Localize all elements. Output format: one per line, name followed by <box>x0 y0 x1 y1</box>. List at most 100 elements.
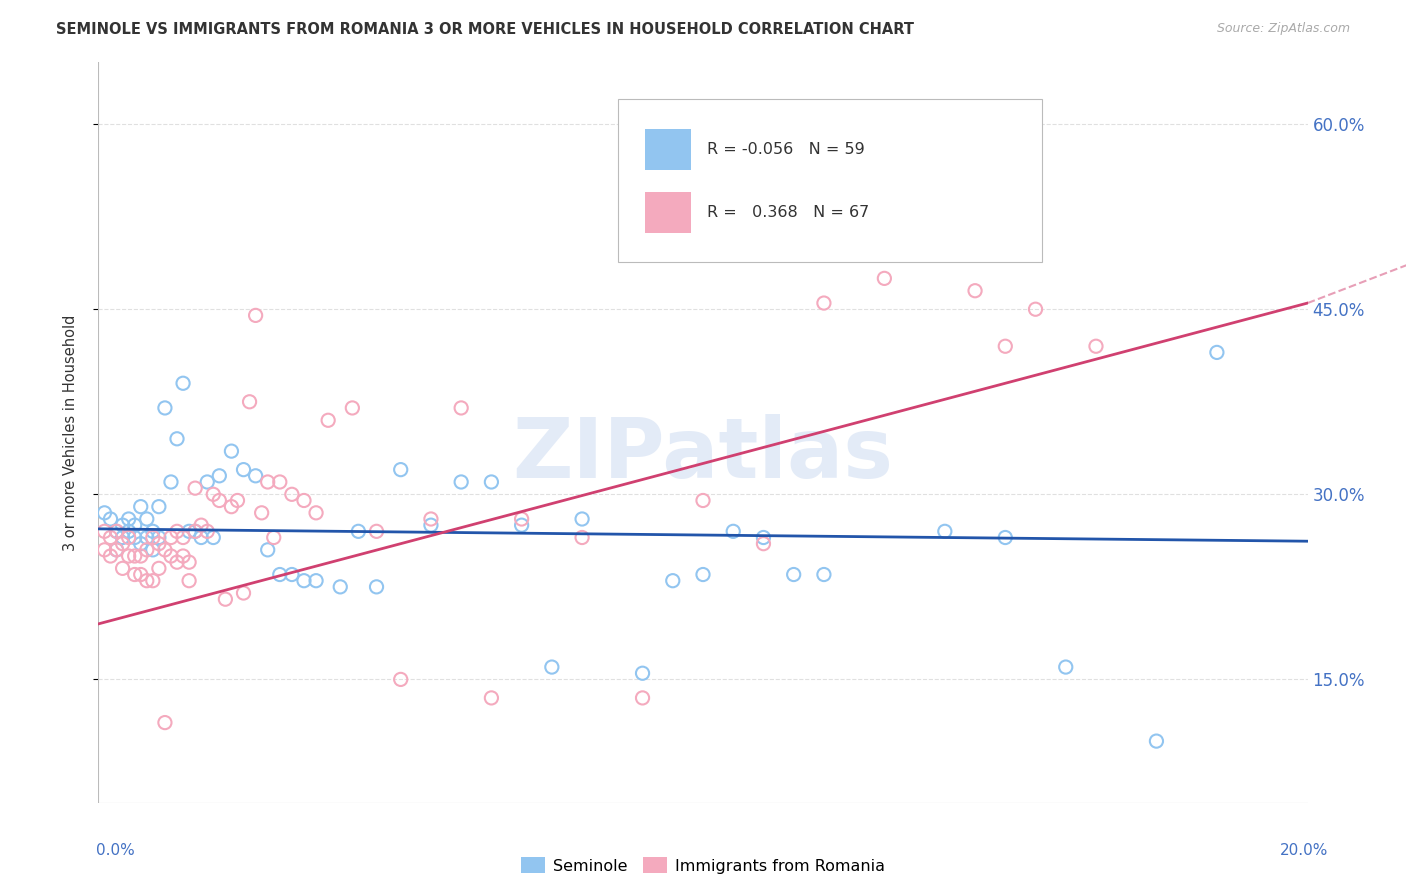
Point <box>226 493 249 508</box>
Point <box>389 673 412 687</box>
Point <box>105 542 128 557</box>
Point <box>292 574 315 588</box>
Point <box>129 567 152 582</box>
Point <box>142 542 165 557</box>
Point <box>184 524 207 539</box>
Point <box>208 493 231 508</box>
Point <box>184 481 207 495</box>
Point <box>166 524 188 539</box>
Point <box>153 542 176 557</box>
Point <box>195 475 218 489</box>
Point <box>111 536 134 550</box>
Point <box>135 531 157 545</box>
Point <box>221 500 243 514</box>
Point <box>1206 345 1229 359</box>
Point <box>481 690 503 705</box>
Point <box>118 531 141 545</box>
Point <box>342 401 364 415</box>
Point <box>329 580 352 594</box>
Point <box>571 531 593 545</box>
Point <box>105 524 128 539</box>
Point <box>202 531 225 545</box>
Point <box>142 524 165 539</box>
Bar <box>645 129 690 169</box>
Point <box>179 524 201 539</box>
Point <box>965 284 987 298</box>
Point <box>105 542 128 557</box>
Point <box>208 468 231 483</box>
Point <box>1144 734 1167 748</box>
Point <box>100 512 122 526</box>
Point <box>184 524 207 539</box>
Point <box>256 475 278 489</box>
Point <box>172 376 194 391</box>
Point <box>172 549 194 563</box>
Point <box>1054 660 1077 674</box>
Point <box>93 524 115 539</box>
Point <box>142 531 165 545</box>
Point <box>111 561 134 575</box>
Point <box>245 468 267 483</box>
Point <box>166 555 188 569</box>
Point <box>366 580 388 594</box>
Point <box>292 493 315 508</box>
Point <box>232 586 254 600</box>
Point <box>160 531 183 545</box>
Point <box>100 531 122 545</box>
Point <box>1024 302 1046 317</box>
Point <box>420 512 443 526</box>
Point <box>420 518 443 533</box>
Point <box>366 524 388 539</box>
Point <box>540 660 562 674</box>
Point <box>124 518 146 533</box>
Text: ZIPatlas: ZIPatlas <box>513 414 893 495</box>
Point <box>148 561 170 575</box>
Point <box>450 401 472 415</box>
Point <box>190 518 212 533</box>
Point <box>510 512 533 526</box>
Point <box>692 567 714 582</box>
Bar <box>645 192 690 233</box>
Point <box>142 574 165 588</box>
Point <box>221 444 243 458</box>
Point <box>124 549 146 563</box>
Point <box>160 549 183 563</box>
Point <box>111 531 134 545</box>
Point <box>105 524 128 539</box>
Point <box>256 542 278 557</box>
Point <box>873 228 896 243</box>
Point <box>305 574 328 588</box>
Point <box>202 487 225 501</box>
Point <box>631 690 654 705</box>
Point <box>118 524 141 539</box>
Text: R =   0.368   N = 67: R = 0.368 N = 67 <box>707 205 869 220</box>
Point <box>124 567 146 582</box>
Text: R = -0.056   N = 59: R = -0.056 N = 59 <box>707 143 865 157</box>
Point <box>124 531 146 545</box>
Point <box>305 506 328 520</box>
Point <box>347 524 370 539</box>
Point <box>783 567 806 582</box>
Point <box>250 506 273 520</box>
Point <box>135 512 157 526</box>
Point <box>994 339 1017 353</box>
Y-axis label: 3 or more Vehicles in Household: 3 or more Vehicles in Household <box>63 315 77 550</box>
Point <box>752 531 775 545</box>
Point <box>269 567 291 582</box>
Legend: Seminole, Immigrants from Romania: Seminole, Immigrants from Romania <box>515 851 891 880</box>
Point <box>135 574 157 588</box>
Point <box>510 518 533 533</box>
Point <box>153 401 176 415</box>
Point <box>239 394 262 409</box>
Point <box>281 567 304 582</box>
Point <box>692 493 714 508</box>
Point <box>160 475 183 489</box>
Point <box>172 531 194 545</box>
Point <box>135 542 157 557</box>
Point <box>148 536 170 550</box>
Point <box>481 475 503 489</box>
Point <box>631 666 654 681</box>
Point <box>450 475 472 489</box>
Point <box>148 531 170 545</box>
Point <box>232 462 254 476</box>
